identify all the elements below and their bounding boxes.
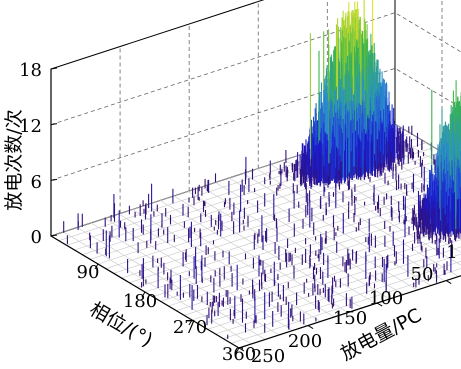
phase-tick-label: 90 bbox=[77, 262, 100, 283]
floor-gridline bbox=[381, 128, 461, 177]
phase-tick bbox=[235, 347, 240, 354]
phase-tick-labels: 90 180 270 360 bbox=[77, 262, 257, 365]
phase-tick-label: 270 bbox=[173, 317, 207, 338]
floor-gridline bbox=[104, 218, 294, 331]
charge-tick-labels: 1 50 100 150 200 250 bbox=[251, 242, 458, 367]
phase-tick bbox=[188, 319, 193, 326]
charge-tick-label: 50 bbox=[411, 264, 434, 285]
wall-gridline bbox=[50, 12, 461, 126]
charge-tick-label: 150 bbox=[333, 308, 367, 329]
data-bars bbox=[63, 0, 461, 339]
floor-gridline bbox=[187, 191, 376, 304]
charge-tick-label: 100 bbox=[369, 288, 403, 309]
floor-gridline bbox=[159, 200, 349, 313]
floor-gridline bbox=[201, 186, 390, 300]
floor-gridline bbox=[199, 239, 461, 325]
floor-gridline bbox=[63, 231, 252, 345]
z-tick-label: 18 bbox=[19, 60, 42, 81]
charge-tick bbox=[238, 347, 245, 352]
floor-gridline bbox=[256, 168, 446, 282]
back-wall bbox=[394, 0, 461, 164]
charge-tick bbox=[307, 325, 314, 329]
z-tick-label: 12 bbox=[19, 116, 42, 137]
floor-gridline bbox=[223, 260, 461, 339]
phase-tick-label: 180 bbox=[123, 291, 157, 312]
charge-axis-line bbox=[238, 275, 461, 349]
wall-gridline bbox=[50, 67, 461, 181]
floor-gridline bbox=[121, 167, 461, 279]
z-tick-labels: 18 12 6 0 bbox=[19, 60, 42, 248]
floor-gridline bbox=[90, 222, 280, 336]
floor-gridline bbox=[394, 123, 461, 164]
axes-lines bbox=[50, 67, 461, 354]
floor-gridline bbox=[113, 161, 458, 274]
z-tick-label: 6 bbox=[31, 172, 42, 193]
z-tick bbox=[50, 67, 58, 70]
charge-tick-label: 200 bbox=[288, 331, 322, 352]
charge-tick-label: 1 bbox=[446, 242, 457, 263]
phase-tick bbox=[141, 291, 146, 298]
floor-gridline bbox=[132, 209, 321, 322]
floor-gridline bbox=[367, 132, 461, 190]
z-tick bbox=[50, 178, 58, 181]
floor-gridline bbox=[215, 182, 404, 295]
phase-tick-label: 360 bbox=[222, 344, 256, 365]
z-axis-title: 放电次数/次 bbox=[3, 109, 25, 210]
floor-gridline bbox=[129, 174, 461, 283]
z-tick-label: 0 bbox=[31, 227, 42, 248]
z-tick bbox=[50, 123, 58, 126]
z-tick bbox=[50, 234, 58, 237]
axes-panes bbox=[50, 0, 461, 237]
floor-gridline bbox=[77, 227, 266, 340]
charge-tick bbox=[445, 280, 452, 284]
floor-gridline bbox=[191, 232, 461, 321]
floor-gridline bbox=[242, 173, 432, 286]
charge-tick bbox=[376, 302, 383, 307]
charge-tick-label: 250 bbox=[251, 346, 285, 367]
floor-gridline bbox=[146, 204, 335, 318]
floor-gridline bbox=[118, 213, 307, 327]
phase-tick bbox=[94, 263, 99, 270]
